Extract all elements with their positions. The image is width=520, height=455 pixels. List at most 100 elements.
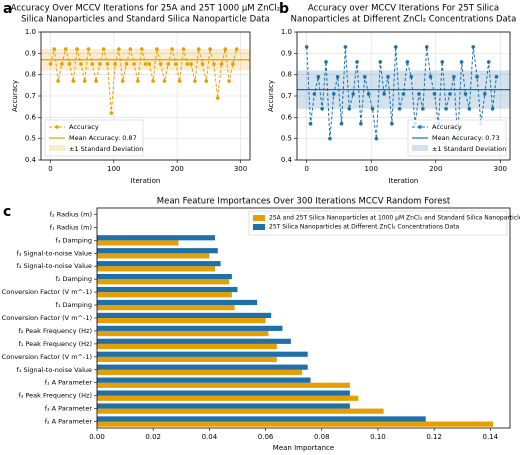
point <box>324 60 328 64</box>
y-tick-label: f₃ Peak Frequency (Hz) <box>19 392 92 400</box>
bar <box>97 235 215 241</box>
point <box>124 62 129 66</box>
point <box>347 107 352 111</box>
y-tick-label: 0.4 <box>25 156 37 164</box>
point <box>189 62 193 66</box>
point <box>452 75 456 79</box>
point <box>382 92 386 96</box>
point <box>227 79 231 83</box>
bar <box>97 266 215 272</box>
bar <box>97 421 494 427</box>
y-tick-label: 0.5 <box>281 135 292 143</box>
point <box>204 79 209 83</box>
point <box>82 79 87 83</box>
point <box>86 47 91 51</box>
point <box>483 92 487 96</box>
y-tick-label: f₁ Damping <box>56 301 92 309</box>
legend-label: Mean Accuracy: 0.87 <box>69 134 137 142</box>
point <box>328 136 332 141</box>
point <box>155 47 159 51</box>
panel-letter: c <box>3 204 11 220</box>
x-tick-label: 0.06 <box>258 433 274 441</box>
point <box>397 107 402 111</box>
point <box>359 121 363 126</box>
point <box>362 75 367 79</box>
point <box>432 92 437 96</box>
x-tick-label: 0.00 <box>89 433 105 441</box>
point <box>401 92 406 96</box>
point <box>200 62 205 66</box>
y-tick-label: f₃ Signal-to-noise Value <box>17 249 92 257</box>
panel-letter: a <box>3 1 12 17</box>
bar <box>97 286 238 293</box>
legend-key <box>253 224 265 230</box>
legend-key <box>49 145 65 151</box>
point <box>75 47 79 51</box>
point <box>316 75 321 79</box>
point <box>448 92 452 96</box>
point <box>166 62 171 66</box>
bar <box>97 377 311 383</box>
bar <box>97 330 269 337</box>
y-tick-label: 0.7 <box>25 92 36 100</box>
point <box>494 75 499 79</box>
chart-title: Accuracy Over MCCV Iterations for 25A an… <box>11 4 280 14</box>
x-tick-label: 0.04 <box>202 433 218 441</box>
point <box>52 47 57 51</box>
point <box>158 62 163 66</box>
point <box>374 136 379 141</box>
y-tick-label: f₂ A Parameter <box>45 418 93 426</box>
chart-title: Nanoparticles at Different ZnCl₂ Concent… <box>291 15 517 25</box>
point <box>339 121 344 126</box>
y-tick-label: f₂ Peak Frequency (Hz) <box>19 327 92 335</box>
point <box>428 75 433 79</box>
y-tick-label: f₁ A Parameter <box>45 379 93 387</box>
point <box>366 92 371 96</box>
point <box>393 45 398 49</box>
point <box>378 60 383 64</box>
point <box>109 111 114 115</box>
point <box>136 79 140 83</box>
legend-label: 25A and 25T Silica Nanoparticles at 1000… <box>269 215 520 222</box>
panel-letter: b <box>279 1 289 17</box>
point <box>185 62 190 66</box>
bar <box>97 403 350 409</box>
x-tick-label: 0.02 <box>145 433 161 441</box>
point <box>219 62 224 66</box>
bar <box>97 356 277 362</box>
y-tick-label: 0.5 <box>25 135 36 143</box>
bar <box>97 343 277 350</box>
point <box>90 62 95 66</box>
x-axis-label: Iteration <box>389 177 419 185</box>
y-tick-label: 0.8 <box>281 71 292 79</box>
point <box>390 121 394 126</box>
point <box>486 60 491 64</box>
x-tick-label: 200 <box>170 165 183 173</box>
point <box>421 107 425 111</box>
legend-label: Mean Accuracy: 0.73 <box>432 134 500 142</box>
x-tick-label: 0 <box>48 165 52 173</box>
point <box>120 79 125 83</box>
bar <box>97 253 210 259</box>
point <box>331 92 336 96</box>
y-tick-label: f₂ Damping <box>56 275 92 283</box>
point <box>147 62 152 66</box>
point <box>409 75 414 79</box>
y-tick-label: f₃ Conversion Factor (V m^-1) <box>0 288 92 296</box>
point <box>467 107 472 111</box>
y-tick-label: f₃ Damping <box>56 236 92 244</box>
point <box>117 47 121 51</box>
bar <box>97 240 179 246</box>
bar <box>97 395 359 401</box>
bar <box>97 382 350 388</box>
legend-label: ±1 Standard Deviation <box>69 145 143 153</box>
point <box>355 60 359 64</box>
point <box>471 45 476 49</box>
x-tick-label: 100 <box>107 165 120 173</box>
x-tick-label: 100 <box>365 165 378 173</box>
point <box>98 62 102 66</box>
legend-key <box>418 125 422 129</box>
point <box>60 62 64 66</box>
plot-frame <box>40 31 251 161</box>
